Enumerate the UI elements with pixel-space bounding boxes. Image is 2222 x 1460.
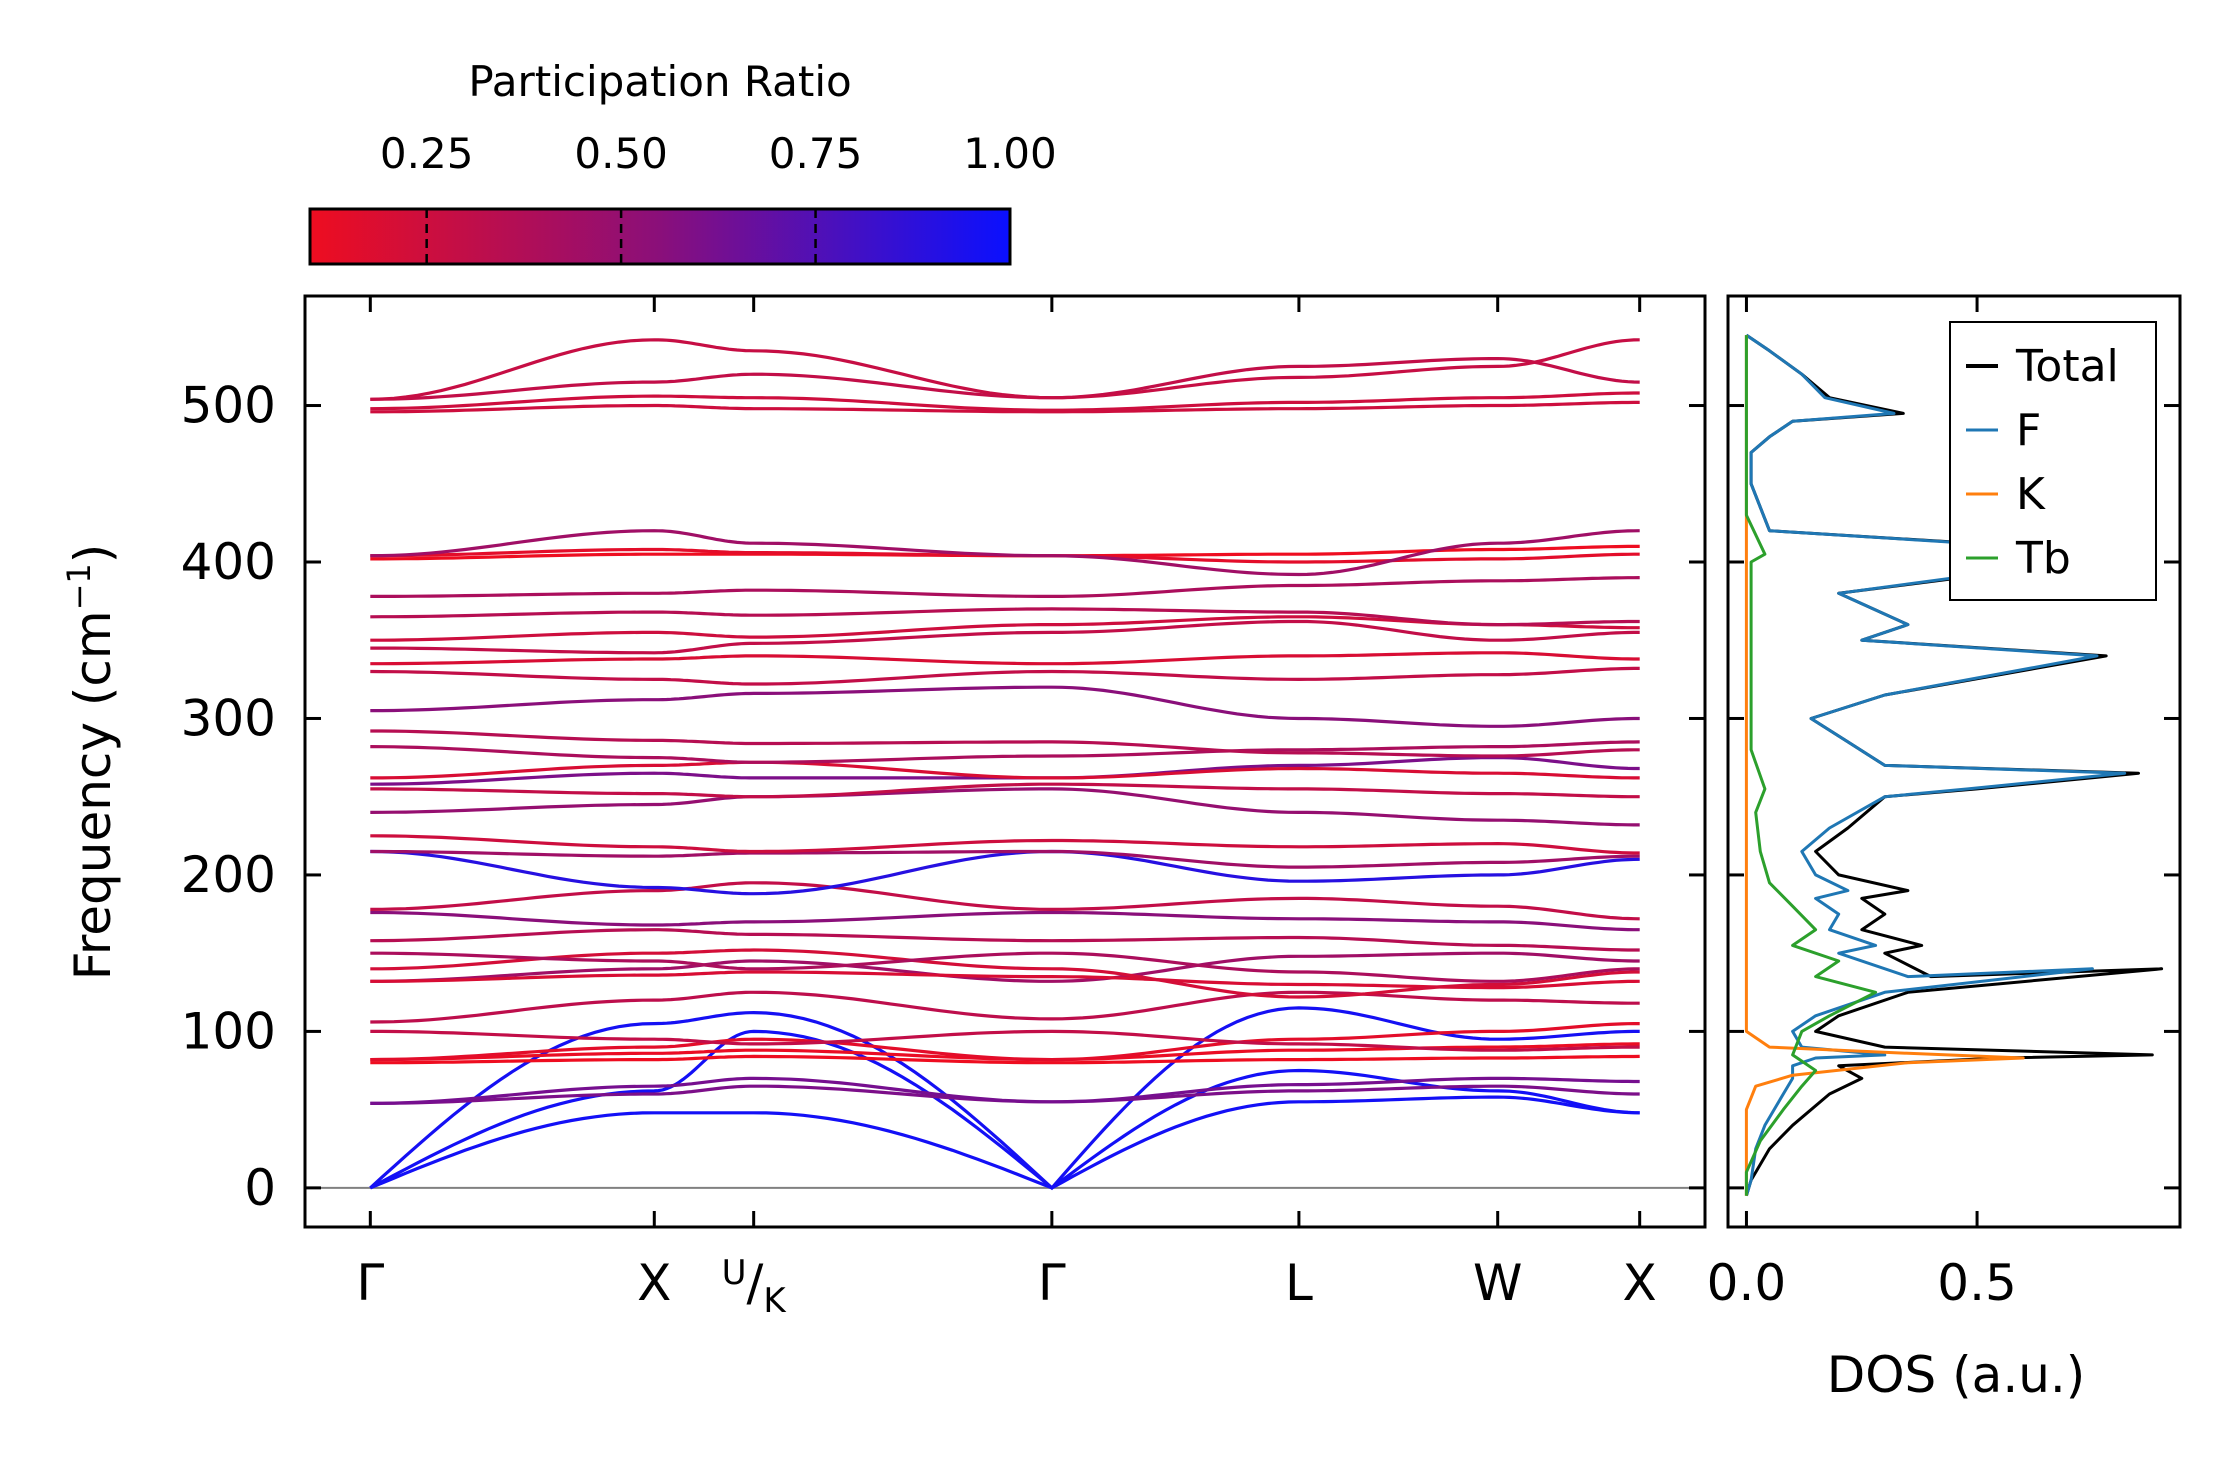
band-line-band-29 [370, 651, 1640, 666]
band-line-band-16 [370, 910, 1640, 932]
band-line-band-25 [370, 740, 1640, 764]
dos-x-tick-label: 0.0 [1707, 1254, 1787, 1312]
dos-panel: 0.0 0.5 DOS (a.u.) Total FK Tb [1707, 294, 2182, 1404]
legend-label-k: K [2016, 469, 2046, 520]
band-y-tick-label: 300 [181, 689, 276, 747]
band-line-band-18 [370, 849, 1640, 896]
band-y-tick-label: 200 [181, 846, 276, 904]
band-line-band-21 [370, 787, 1640, 827]
dos-line-k [1744, 335, 2025, 1196]
band-line-band-5 [370, 1076, 1640, 1105]
band-line-band-28 [370, 666, 1640, 686]
colorbar-tick-label: 1.00 [963, 129, 1057, 178]
band-y-tick-label: 100 [181, 1002, 276, 1060]
dos-lines [1744, 333, 2164, 1197]
band-line-band-9 [370, 1029, 1640, 1052]
y-axis-title-main: Frequency (cm [64, 610, 122, 980]
band-line-band-36 [370, 529, 1640, 577]
band-line-band-22 [370, 782, 1640, 799]
band-line-band-32 [370, 607, 1640, 627]
band-line-band-40 [370, 338, 1640, 401]
dos-line-tb [1744, 335, 1878, 1196]
y-axis-title-superscript: −1 [60, 563, 98, 610]
band-x-tick-label: Γ [356, 1254, 384, 1312]
legend-label-f: F [2016, 405, 2041, 456]
band-axes-frame [303, 294, 1707, 1229]
dos-x-tick-label: 0.5 [1937, 1254, 2017, 1312]
dos-axes-frame [1726, 294, 2182, 1229]
band-x-tick-label: W [1473, 1254, 1522, 1312]
band-line-band-15 [370, 928, 1640, 952]
band-line-band-10 [370, 990, 1640, 1024]
band-y-tick-label: 0 [244, 1159, 276, 1217]
band-line-band-27 [370, 685, 1640, 728]
band-line-acoustic-3 [369, 1006, 1640, 1191]
band-y-tick-label: 500 [181, 377, 276, 435]
band-x-tick-label: X [1623, 1254, 1657, 1312]
band-line-band-30 [370, 619, 1640, 655]
band-x-tick-label-slash: / [747, 1254, 764, 1312]
y-axis-title-close: ) [64, 544, 122, 564]
colorbar-tick-label: 0.25 [380, 129, 474, 178]
band-line-band-19 [370, 849, 1640, 869]
band-line-band-38 [370, 391, 1640, 412]
band-x-tick-label: Γ [1038, 1254, 1066, 1312]
band-line-band-20 [370, 834, 1640, 855]
band-x-tick-label-top: U [722, 1253, 747, 1293]
band-line-acoustic-1 [369, 1095, 1640, 1190]
band-line-band-11 [370, 951, 1640, 983]
legend-label-tb: Tb [2015, 533, 2071, 584]
legend-frame [1949, 321, 2157, 601]
colorbar-tick-label: 0.50 [574, 129, 668, 178]
band-structure-panel: 0 100 200 300 400 500 Γ X U/K Γ L W X Frequency (cm… [60, 294, 1707, 1321]
band-line-band-24 [370, 760, 1640, 780]
y-axis-title: Frequency (cm−1) [60, 544, 122, 981]
band-x-tick-label: L [1285, 1254, 1313, 1312]
band-line-band-23 [370, 755, 1640, 786]
band-line-band-17 [370, 881, 1640, 921]
dos-x-axis-title: DOS (a.u.) [1827, 1346, 2086, 1404]
legend-label-total: Total [2015, 341, 2119, 392]
band-x-tick-label: X [637, 1254, 671, 1312]
band-line-band-8 [370, 1021, 1640, 1062]
band-line-band-12 [370, 970, 1640, 990]
band-line-band-39 [370, 357, 1640, 401]
colorbar-title: Participation Ratio [468, 57, 851, 106]
band-line-band-26 [370, 729, 1640, 758]
band-line-band-13 [370, 948, 1640, 999]
colorbar: Participation Ratio 0.25 0.50 0.75 1.00 [308, 57, 1057, 266]
band-x-tick-label-bottom: K [763, 1281, 787, 1321]
band-line-band-6 [370, 1054, 1640, 1065]
dos-line-f [1744, 333, 2145, 1197]
band-line-band-14 [370, 951, 1640, 983]
band-lines [369, 338, 1640, 1191]
dos-legend: Total FK Tb [1949, 321, 2157, 601]
colorbar-tick-label: 0.75 [769, 129, 863, 178]
band-line-band-33 [370, 576, 1640, 599]
band-y-tick-label: 400 [181, 533, 276, 591]
colorbar-gradient [308, 207, 1012, 266]
band-x-tick-label: U/K [722, 1253, 788, 1321]
